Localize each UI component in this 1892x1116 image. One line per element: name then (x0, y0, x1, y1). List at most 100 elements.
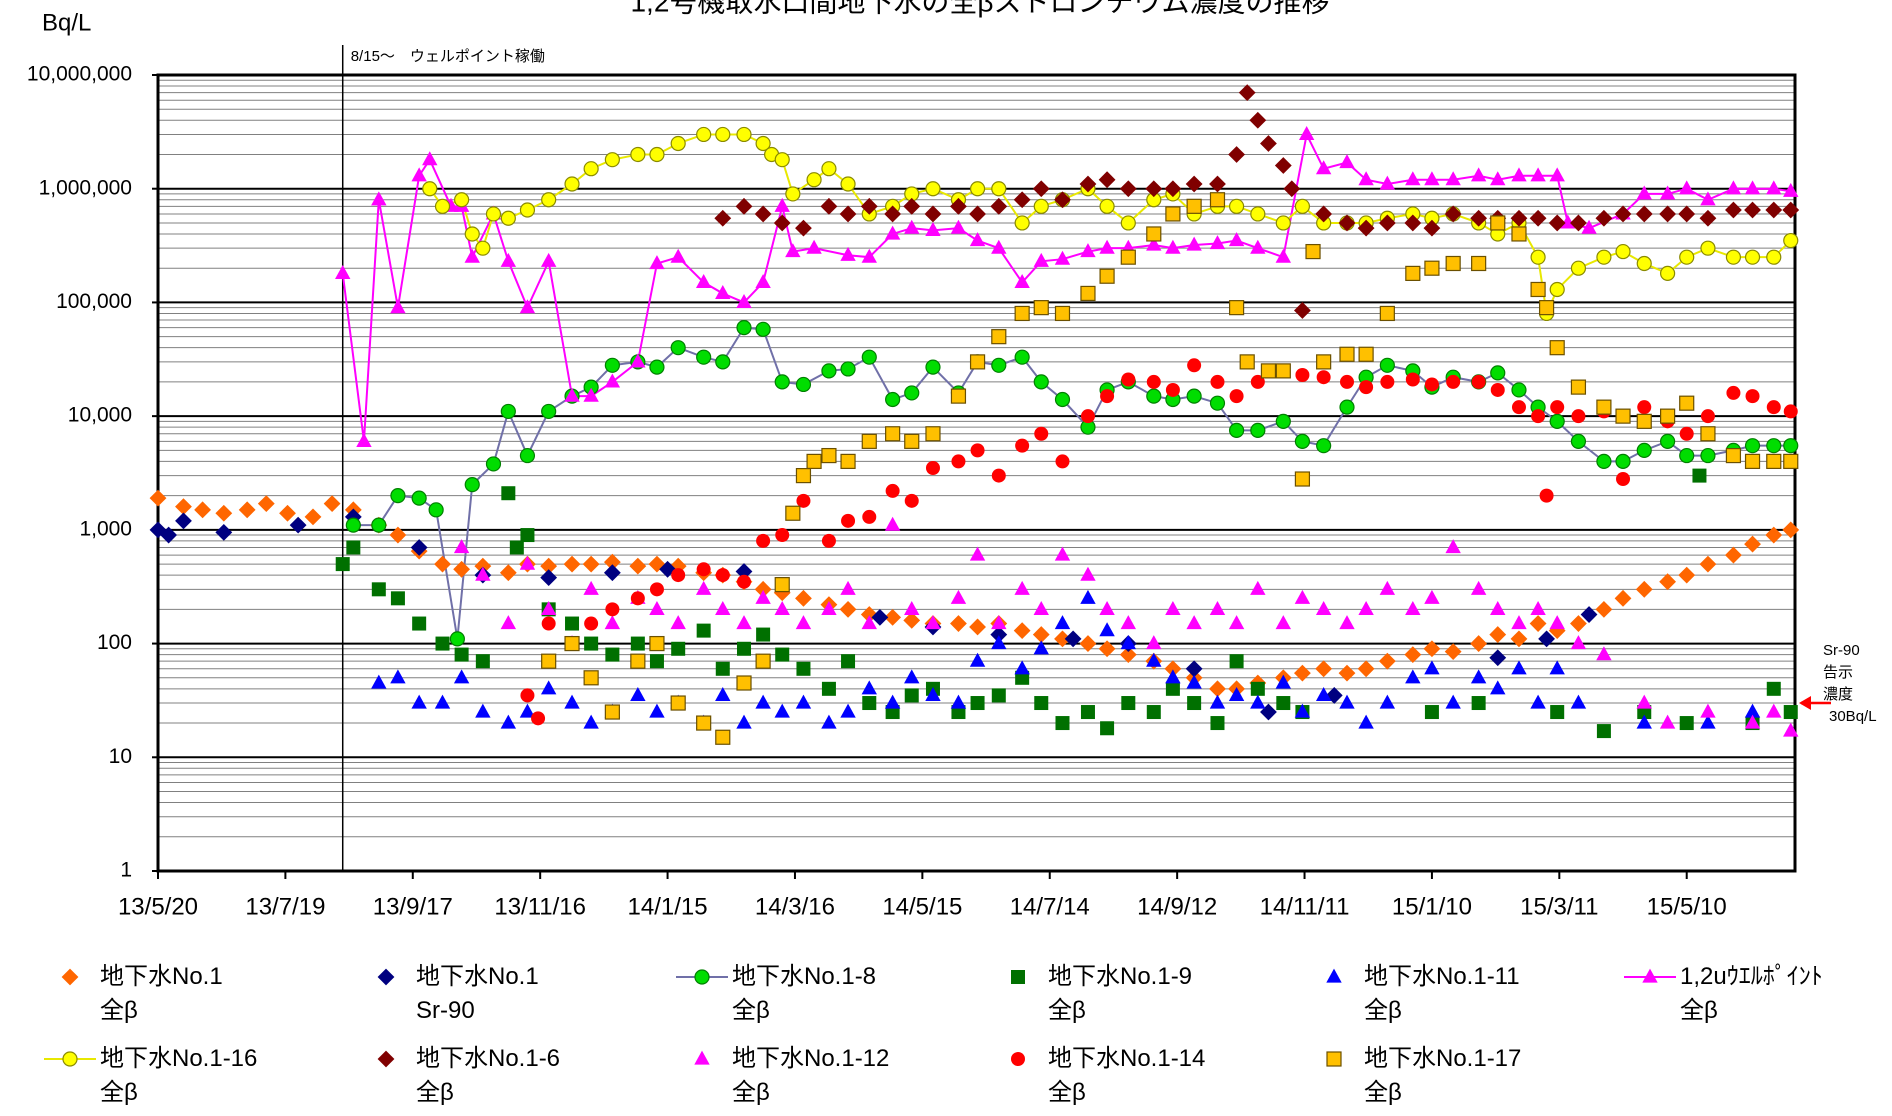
data-point (1699, 555, 1717, 573)
data-point (715, 354, 731, 370)
data-point (1405, 669, 1421, 684)
data-point (1678, 205, 1696, 223)
data-point (1276, 696, 1291, 711)
data-point (1080, 705, 1095, 720)
legend-symbol (1011, 970, 1025, 984)
data-point (1054, 391, 1071, 408)
legend-item: 地下水No.1-17 全β (1304, 1042, 1620, 1110)
legend-symbol (676, 969, 728, 985)
data-point (785, 243, 801, 258)
data-point (1305, 243, 1321, 260)
data-point (1699, 209, 1717, 227)
data-point (1099, 268, 1115, 284)
data-point (695, 274, 712, 289)
y-tick-label: 1,000 (79, 517, 132, 540)
data-point (605, 647, 620, 662)
data-point (755, 274, 771, 289)
data-point (821, 447, 837, 464)
data-point (1054, 250, 1071, 265)
data-point (840, 361, 856, 377)
data-point (629, 557, 647, 575)
data-point (475, 240, 491, 256)
data-point (1338, 214, 1356, 232)
data-point (903, 197, 921, 215)
data-point (1260, 363, 1277, 379)
data-point (1530, 694, 1546, 709)
data-point (885, 483, 900, 498)
data-point (1099, 622, 1115, 637)
data-point (1209, 235, 1226, 250)
data-point (1615, 453, 1631, 469)
data-point (390, 488, 406, 504)
data-point (1033, 640, 1049, 655)
data-point (1165, 681, 1180, 696)
data-point (630, 591, 645, 606)
data-point (1424, 589, 1440, 604)
data-point (1250, 694, 1266, 709)
data-point (500, 210, 516, 226)
data-point (475, 566, 491, 581)
data-point (1187, 696, 1202, 711)
data-point (1228, 300, 1245, 316)
data-point (951, 454, 966, 469)
data-point (795, 219, 812, 237)
data-point (862, 696, 877, 711)
data-point (1380, 374, 1395, 389)
data-point (1470, 167, 1487, 182)
y-tick-label: 10,000,000 (27, 63, 132, 86)
data-point (1186, 674, 1202, 689)
data-point (1744, 249, 1761, 265)
data-point (1316, 354, 1332, 370)
legend-item: 地下水No.1-12 全β (672, 1042, 988, 1110)
data-point (1423, 219, 1441, 237)
data-point (950, 694, 967, 709)
data-point (649, 600, 665, 615)
data-point (1229, 654, 1244, 669)
data-point (604, 373, 621, 388)
data-point (1249, 111, 1267, 129)
data-point (1614, 589, 1632, 607)
data-point (1145, 180, 1163, 198)
data-point (175, 498, 192, 516)
data-point (991, 239, 1007, 254)
data-point (1054, 305, 1071, 322)
data-point (1338, 664, 1356, 682)
data-point (670, 615, 686, 630)
data-point (1511, 226, 1527, 242)
data-point (1404, 646, 1422, 663)
data-point (925, 181, 941, 197)
data-point (1783, 722, 1799, 737)
x-tick-label: 15/1/10 (1392, 893, 1472, 920)
data-point (1275, 674, 1292, 689)
data-point (861, 433, 877, 449)
data-point (1766, 438, 1782, 454)
data-point (1614, 205, 1632, 223)
data-point (1294, 703, 1311, 718)
data-point (904, 688, 919, 703)
data-point (1185, 660, 1203, 678)
data-point (1659, 573, 1677, 591)
data-point (371, 582, 386, 597)
data-point (1659, 714, 1676, 729)
data-point (1250, 580, 1266, 595)
data-point (434, 198, 451, 214)
data-point (1660, 265, 1676, 282)
data-point (584, 616, 599, 631)
data-point (1250, 422, 1266, 438)
data-point (1744, 438, 1761, 454)
data-point (1700, 426, 1716, 442)
data-point (453, 669, 470, 684)
data-point (1100, 389, 1115, 404)
data-point (289, 516, 307, 534)
data-point (1679, 395, 1695, 411)
data-point (1033, 198, 1049, 214)
data-point (1325, 687, 1343, 704)
data-point (1530, 281, 1546, 298)
data-point (215, 523, 233, 541)
data-point (1316, 370, 1331, 385)
data-point (1260, 703, 1277, 721)
data-point (861, 248, 877, 263)
data-point (950, 388, 967, 404)
data-point (1529, 209, 1547, 227)
x-tick-label: 14/3/16 (755, 893, 835, 920)
